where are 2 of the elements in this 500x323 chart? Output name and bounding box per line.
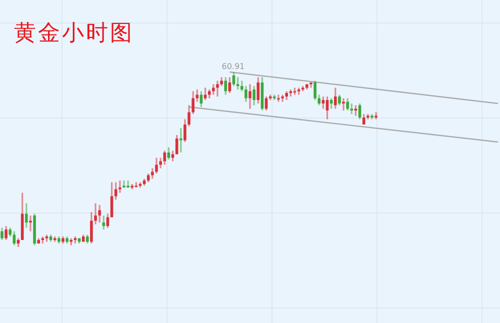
annotation: 60.91	[222, 62, 245, 71]
title: 黄金小时图	[14, 21, 134, 46]
